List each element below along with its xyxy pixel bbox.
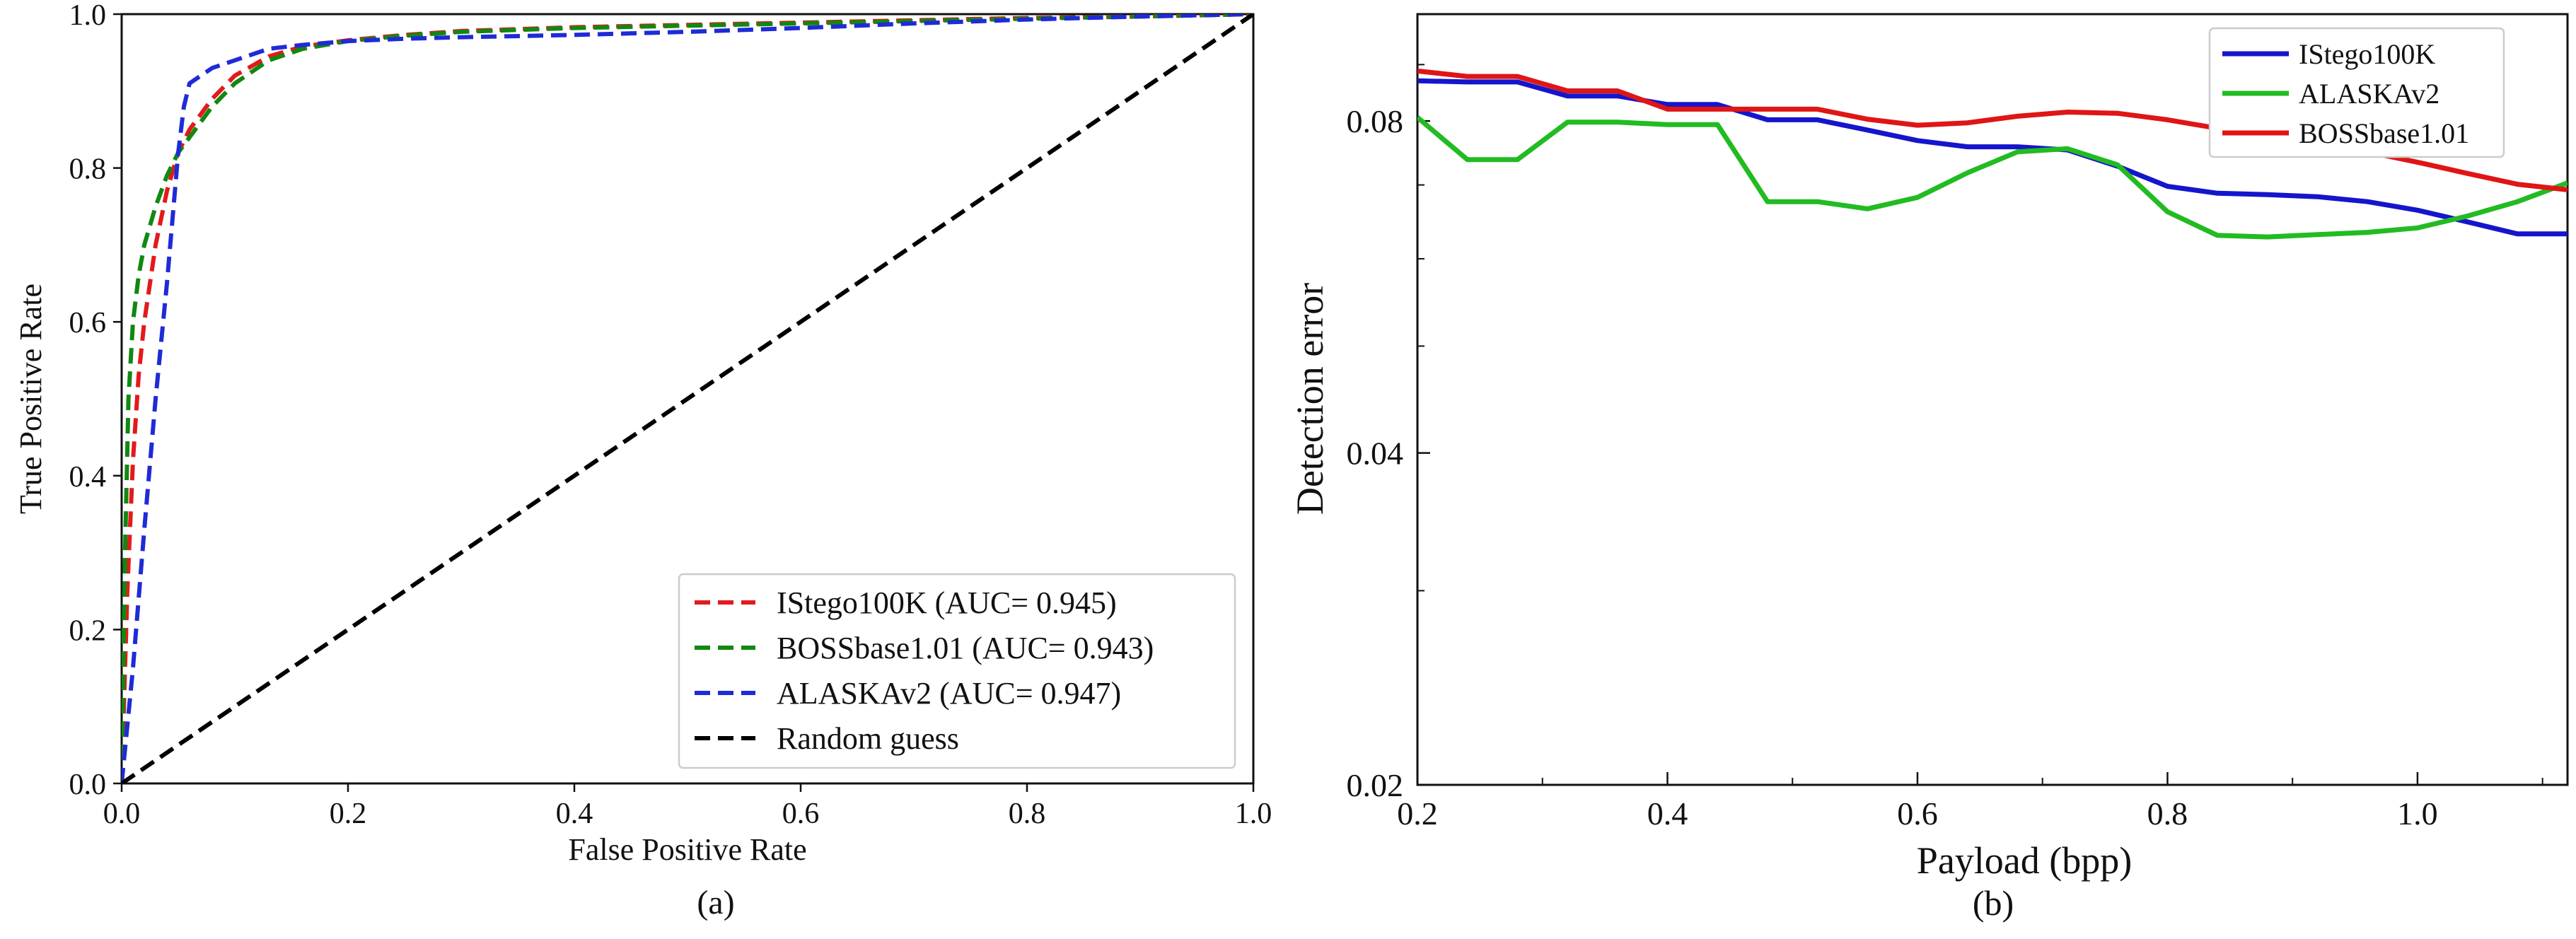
error-y-tick-label: 0.04	[1347, 436, 1404, 472]
detection-error-panel: 0.2 0.4 0.6 0.8 1.0 0.02 0.04 0.08 Payload (bpp…	[1289, 13, 2569, 923]
roc-ticks: 0.0 0.2 0.4 0.6 0.8 1.0 0.0 0.2 0.4 0.6 0.8 1.0	[69, 0, 1272, 830]
roc-x-tick-label: 0.6	[782, 798, 820, 830]
roc-y-axis-label: True Positive Rate	[13, 284, 48, 514]
roc-x-axis-label: False Positive Rate	[568, 832, 806, 867]
roc-legend-box	[678, 573, 1236, 769]
roc-y-tick-label: 1.0	[69, 0, 107, 32]
error-x-tick-label: 0.4	[1647, 795, 1688, 832]
roc-lines	[122, 14, 1253, 783]
roc-legend-label-alaskav2: ALASKAv2 (AUC= 0.947)	[777, 676, 1121, 711]
error-series-line-alaskav2	[1417, 115, 2568, 240]
error-y-tick-label: 0.02	[1347, 767, 1404, 803]
error-legend-label-alaskav2: ALASKAv2	[2299, 78, 2439, 110]
roc-x-tick-label: 0.0	[103, 798, 141, 830]
error-plot-frame	[1416, 13, 2569, 786]
roc-x-tick-label: 0.4	[556, 798, 593, 830]
error-legend-label-istego100k: IStego100K	[2299, 38, 2435, 70]
error-panel-label: (b)	[1973, 883, 2014, 923]
roc-x-tick-label: 0.8	[1009, 798, 1046, 830]
error-legend-box	[2208, 27, 2505, 158]
error-series-line-istego100k	[1417, 78, 2568, 237]
roc-x-tick-label: 1.0	[1235, 798, 1272, 830]
roc-legend-label-random-guess: Random guess	[777, 721, 959, 756]
error-y-tick-label: 0.08	[1347, 103, 1404, 139]
roc-panel-label: (a)	[697, 884, 734, 921]
roc-series-line-alaskav2	[122, 14, 1253, 783]
roc-legend-label-istego100k: IStego100K (AUC= 0.945)	[777, 585, 1117, 620]
roc-plot-frame	[120, 13, 1255, 785]
error-x-axis-label: Payload (bpp)	[1917, 839, 2132, 882]
roc-panel: 0.0 0.2 0.4 0.6 0.8 1.0 0.0 0.2 0.4 0.6 0.8 1.0 Fal…	[13, 0, 1272, 921]
roc-y-tick-label: 0.6	[69, 307, 107, 339]
roc-legend: IStego100K (AUC= 0.945) BOSSbase1.01 (AUC…	[678, 573, 1236, 769]
error-y-axis-label: Detection error	[1289, 283, 1331, 515]
roc-y-tick-label: 0.4	[69, 461, 107, 494]
roc-y-tick-label: 0.0	[69, 769, 107, 801]
error-legend-label-bossbase1-01: BOSSbase1.01	[2299, 117, 2469, 149]
error-x-tick-label: 0.2	[1397, 795, 1438, 832]
error-legend: IStego100K ALASKAv2 BOSSbase1.01	[2208, 27, 2505, 158]
roc-series-line-bossbase1-01	[122, 14, 1253, 783]
error-x-tick-label: 0.8	[2147, 795, 2188, 832]
error-x-tick-label: 1.0	[2397, 795, 2438, 832]
roc-x-tick-label: 0.2	[330, 798, 367, 830]
error-x-tick-label: 0.6	[1897, 795, 1938, 832]
roc-legend-label-bossbase1-01: BOSSbase1.01 (AUC= 0.943)	[777, 631, 1154, 665]
roc-y-tick-label: 0.2	[69, 614, 107, 647]
error-ticks: 0.2 0.4 0.6 0.8 1.0 0.02 0.04 0.08	[1347, 64, 2543, 832]
roc-series-line-random-guess	[122, 14, 1253, 783]
roc-y-tick-label: 0.8	[69, 153, 107, 186]
